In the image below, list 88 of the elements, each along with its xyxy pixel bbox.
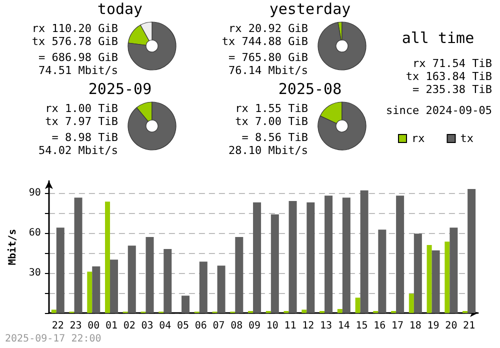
x-tick-label: 17 — [392, 320, 404, 332]
bar — [414, 234, 422, 313]
chart-title: 2025-08 — [277, 80, 343, 98]
bar — [426, 245, 432, 313]
bar — [288, 201, 297, 313]
bar — [164, 249, 172, 313]
legend-label: rx — [412, 132, 426, 145]
text: tx 7.00 TiB — [234, 115, 308, 128]
x-tick-label: 02 — [123, 320, 136, 332]
text: = 8.56 TiB — [240, 130, 308, 144]
chart-title: 2025-09 — [87, 80, 153, 98]
x-tick-label: 00 — [88, 320, 100, 332]
bar — [199, 262, 208, 313]
bar — [146, 237, 154, 313]
text: = 8.98 TiB — [50, 130, 118, 144]
bar — [337, 309, 342, 313]
bar — [408, 294, 414, 313]
text: rx 1.55 TiB — [234, 102, 308, 115]
text: tx 744.88 GiB — [220, 35, 308, 48]
text: rx 20.92 GiB — [228, 22, 308, 35]
x-tick-label: 14 — [338, 320, 350, 332]
text: rx 71.54 TiB — [412, 57, 492, 70]
bar — [378, 230, 386, 313]
bar — [396, 196, 404, 313]
x-tick-label: 22 — [52, 320, 64, 332]
bar — [270, 214, 279, 313]
bar — [444, 242, 450, 313]
x-tick-label: 21 — [463, 320, 476, 332]
x-tick-label: 10 — [266, 320, 278, 332]
text: = 235.38 TiB — [412, 83, 492, 96]
bar — [51, 310, 56, 313]
text: 2025-09-17 22:00 — [5, 334, 102, 344]
x-tick-label: 11 — [284, 320, 296, 332]
text: 54.02 Mbit/s — [38, 144, 118, 157]
bar — [302, 310, 307, 313]
bar — [360, 190, 368, 313]
text: = 686.98 GiB — [38, 50, 118, 64]
bar — [92, 266, 100, 313]
bar — [182, 296, 190, 313]
text: 74.51 Mbit/s — [38, 64, 118, 77]
text: since 2024-09-05 — [385, 103, 492, 117]
x-tick-label: 03 — [141, 320, 154, 332]
bar — [217, 266, 226, 313]
x-tick-label: 07 — [212, 320, 225, 332]
bar — [87, 272, 92, 313]
y-tick-label: 90 — [28, 188, 41, 198]
x-tick-label: 04 — [159, 320, 172, 332]
text: = 765.80 GiB — [228, 50, 308, 64]
bar — [432, 250, 440, 313]
bar — [253, 202, 262, 313]
x-tick-label: 08 — [230, 320, 243, 332]
text: 28.10 Mbit/s — [228, 144, 308, 157]
bar — [355, 298, 360, 313]
x-tick-label: 15 — [356, 320, 368, 332]
x-tick-label: 12 — [302, 320, 314, 332]
bar — [324, 196, 333, 313]
x-tick-label: 13 — [320, 320, 332, 332]
y-tick-label: 30 — [28, 268, 41, 278]
legend-label: tx — [460, 132, 474, 145]
x-tick-label: 09 — [248, 320, 261, 332]
bar — [56, 228, 64, 313]
chart-title: yesterday — [268, 0, 352, 18]
x-tick-label: 16 — [374, 320, 386, 332]
text: rx 110.20 GiB — [30, 22, 118, 35]
bar — [110, 260, 118, 313]
x-tick-label: 05 — [177, 320, 190, 332]
text: rx 1.00 TiB — [44, 102, 118, 115]
bar — [105, 202, 110, 313]
text: tx 576.78 GiB — [30, 35, 118, 48]
text: tx 163.84 TiB — [404, 70, 492, 83]
x-tick-label: 23 — [70, 320, 82, 332]
bar — [128, 246, 136, 313]
y-axis-title: Mbit/s — [6, 228, 18, 266]
text: 76.14 Mbit/s — [228, 64, 308, 77]
text: tx 7.97 TiB — [44, 115, 118, 128]
x-tick-label: 20 — [445, 320, 458, 332]
bar — [74, 198, 82, 313]
bar — [235, 237, 244, 313]
bar — [306, 202, 315, 313]
x-tick-label: 06 — [194, 320, 207, 332]
text: all time — [400, 29, 476, 47]
bar — [450, 228, 458, 313]
bar — [342, 198, 350, 313]
x-tick-label: 19 — [427, 320, 440, 332]
x-tick-label: 18 — [409, 320, 422, 332]
y-tick-label: 60 — [28, 228, 41, 238]
x-tick-label: 01 — [105, 320, 118, 332]
chart-title: today — [96, 0, 144, 18]
